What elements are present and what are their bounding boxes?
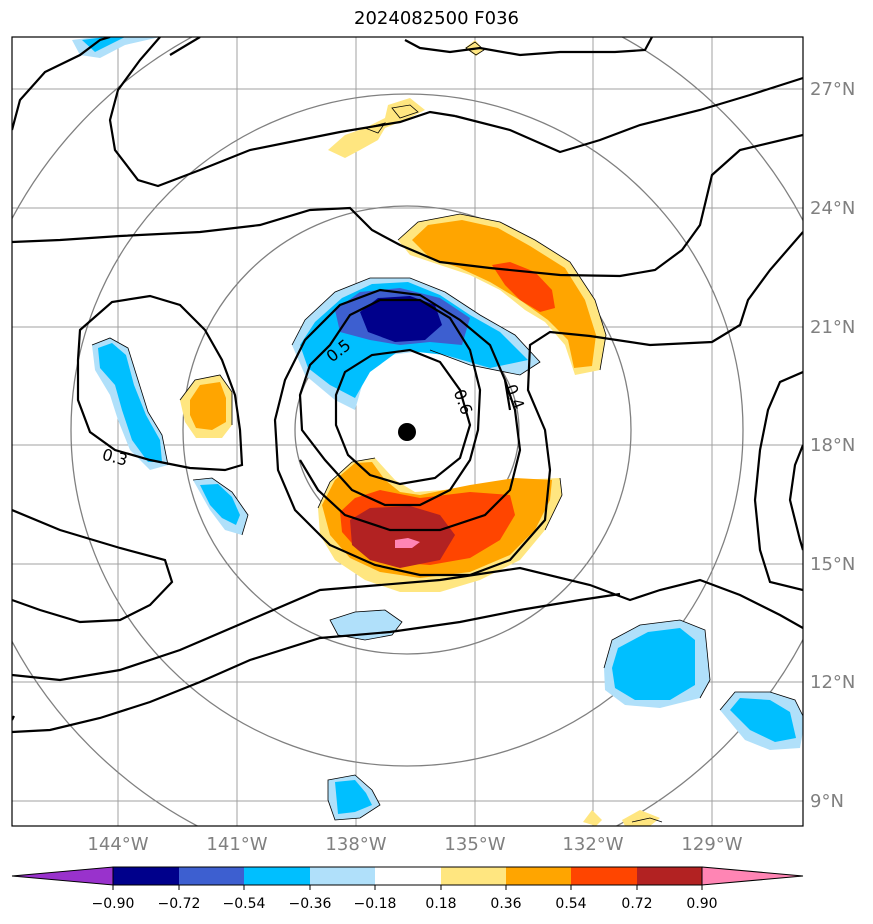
colorbar-swatch [506, 867, 571, 885]
colorbar-tick-label: −0.54 [223, 896, 266, 912]
lon-label: 132°W [562, 834, 623, 855]
lon-label: 135°W [444, 834, 505, 855]
colorbar-swatch [375, 867, 441, 885]
colorbar-swatch [179, 867, 244, 885]
colorbar-tick-label: −0.72 [158, 896, 201, 912]
colorbar-swatch [637, 867, 702, 885]
lon-label: 144°W [87, 834, 148, 855]
lon-label: 138°W [325, 834, 386, 855]
storm-center-marker [398, 423, 416, 441]
lon-label: 129°W [681, 834, 742, 855]
positive-shading [180, 40, 660, 826]
colorbar-tick-label: 0.90 [686, 896, 717, 912]
lat-label: 9°N [810, 791, 844, 812]
colorbar-tick-label: −0.90 [92, 896, 135, 912]
colorbar-tick-label: 0.72 [621, 896, 652, 912]
colorbar-swatch [310, 867, 375, 885]
colorbar: −0.90 −0.72 −0.54 −0.36 −0.18 0.18 0.36 … [11, 866, 804, 912]
colorbar-tick-label: 0.54 [555, 896, 586, 912]
colorbar-swatch [571, 867, 637, 885]
map-title: 2024082500 F036 [354, 8, 519, 29]
contour-lines [12, 37, 803, 734]
lat-label: 21°N [810, 317, 855, 338]
map-frame [11, 36, 804, 827]
lat-axis: 27°N 24°N 21°N 18°N 15°N 12°N 9°N [810, 79, 855, 812]
lat-label: 12°N [810, 672, 855, 693]
lon-axis: 144°W 141°W 138°W 135°W 132°W 129°W [87, 834, 742, 855]
colorbar-tick-label: 0.36 [490, 896, 521, 912]
colorbar-tick-label: −0.18 [354, 896, 397, 912]
colorbar-tick-label: −0.36 [289, 896, 332, 912]
colorbar-swatch [113, 867, 179, 885]
colorbar-high-extend [701, 866, 804, 886]
lat-label: 15°N [810, 554, 855, 575]
lat-label: 27°N [810, 79, 855, 100]
lat-label: 18°N [810, 435, 855, 456]
map-content: 0.5 0.6 0.4 0.3 [12, 37, 803, 826]
colorbar-swatch [441, 867, 506, 885]
lat-label: 24°N [810, 198, 855, 219]
colorbar-swatch [244, 867, 310, 885]
lon-label: 141°W [206, 834, 267, 855]
colorbar-tick-label: 0.18 [425, 896, 456, 912]
colorbar-low-extend [11, 866, 114, 886]
